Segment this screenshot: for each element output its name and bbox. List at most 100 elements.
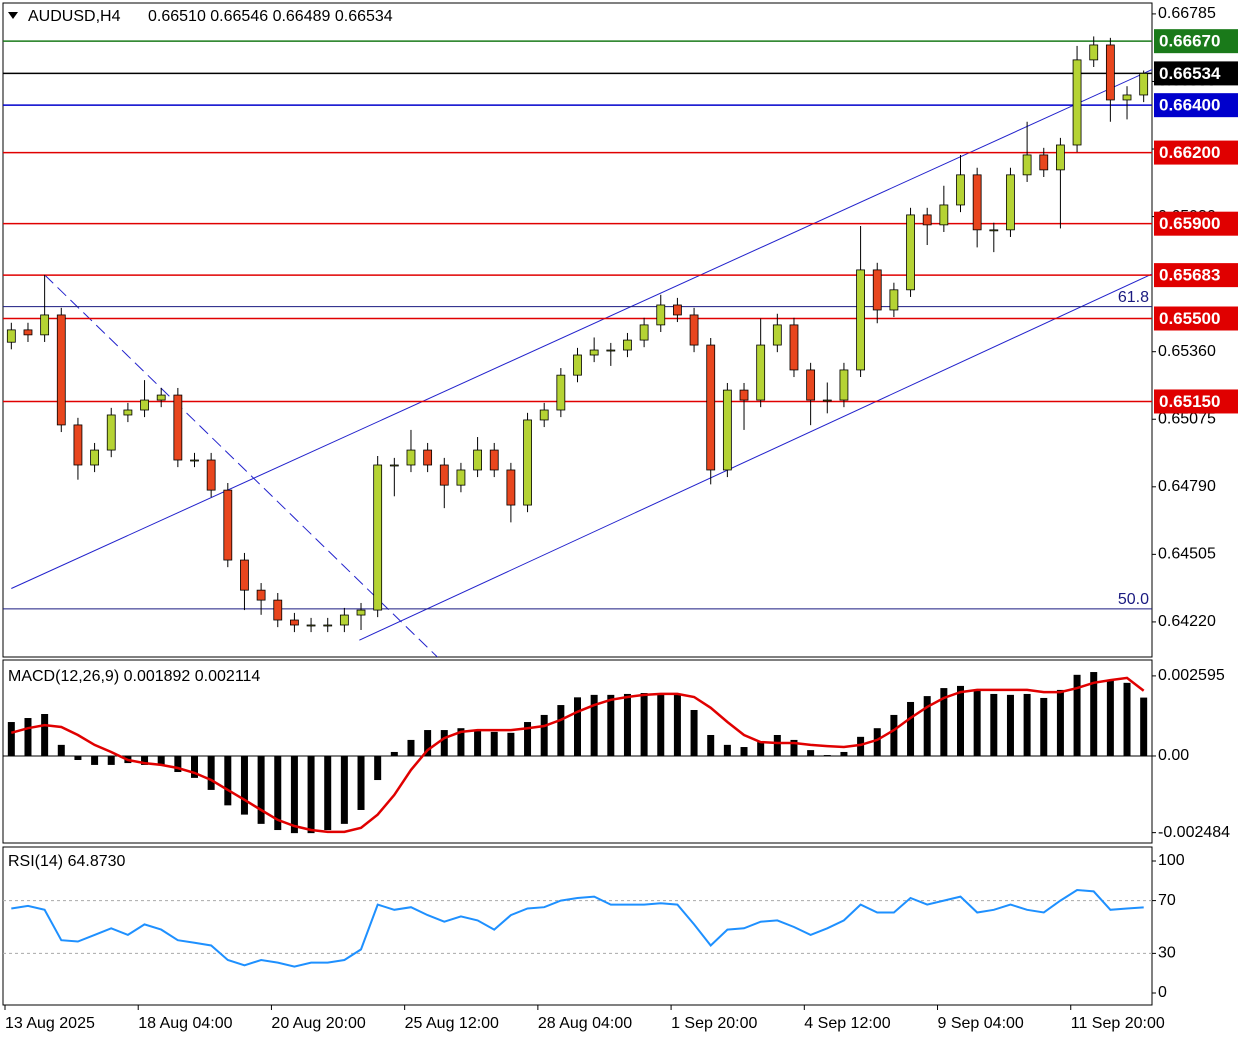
macd-bar (257, 755, 265, 824)
rsi-title: RSI(14) 64.8730 (8, 853, 126, 870)
macd-bar (773, 734, 781, 756)
candle-body (822, 399, 832, 402)
macd-bar (923, 696, 931, 756)
macd-bar (290, 755, 298, 834)
candle-body (939, 204, 949, 226)
level-label: 0.65150 (1159, 392, 1220, 411)
candle-body (173, 394, 183, 461)
price-panel (2, 2, 1153, 658)
candle-body (290, 619, 299, 626)
macd-bar (240, 755, 248, 815)
y-tick-label: 0 (1158, 984, 1167, 1001)
macd-bar (607, 694, 615, 756)
macd-bar (690, 709, 698, 756)
candle-body (839, 369, 849, 401)
candle-body (756, 344, 766, 401)
level-label: 0.66670 (1159, 32, 1220, 51)
x-tick-label: 13 Aug 2025 (5, 1015, 95, 1032)
macd-bar (940, 688, 948, 756)
macd-bar (524, 722, 532, 756)
level-label: 0.65900 (1159, 214, 1220, 233)
level-box (1154, 93, 1238, 118)
macd-bar (1073, 674, 1081, 756)
candle-body (639, 324, 649, 341)
macd-bar (723, 744, 731, 756)
y-tick-label: 0.00 (1158, 747, 1189, 764)
macd-bar (557, 705, 565, 756)
macd-bar (957, 685, 964, 756)
candle-body (140, 399, 149, 411)
candle-body (1039, 154, 1049, 171)
candle-body (556, 374, 566, 411)
candle-body (106, 414, 116, 451)
macd-bar (24, 718, 32, 756)
candle-body (956, 174, 965, 206)
x-tick-label: 18 Aug 04:00 (138, 1015, 232, 1032)
x-tick-label: 20 Aug 20:00 (271, 1015, 365, 1032)
macd-bar (790, 739, 798, 756)
candle-body (972, 174, 982, 231)
y-tick-label: 100 (1158, 852, 1185, 869)
macd-bar (640, 693, 648, 756)
rsi-line (11, 888, 1144, 968)
menu-arrow (8, 12, 18, 19)
candle-body (922, 214, 932, 226)
x-tick-label: 4 Sep 12:00 (804, 1015, 890, 1032)
macd-bar (307, 755, 315, 834)
candle-body (872, 269, 882, 311)
candle-body (789, 324, 799, 371)
macd-bar (1023, 693, 1031, 756)
candle-body (673, 304, 682, 316)
candle-body (306, 624, 316, 627)
level-label: 0.65683 (1159, 266, 1220, 285)
macd-bar (390, 751, 398, 756)
macd-bar (440, 730, 448, 756)
macd-bar (41, 714, 49, 756)
quote: 0.66510 0.66546 0.66489 0.66534 (148, 8, 393, 25)
candle-body (1072, 59, 1082, 146)
macd-bar (807, 750, 815, 756)
level-box (1154, 306, 1238, 331)
macd-bar (157, 755, 165, 765)
x-tick-label: 28 Aug 04:00 (538, 1015, 632, 1032)
macd-bar (357, 755, 365, 810)
macd-bar (474, 730, 482, 756)
macd-bar (857, 736, 865, 756)
candle-body (772, 324, 782, 346)
candle-body (156, 394, 166, 401)
macd-bar (274, 755, 282, 831)
candle-body (456, 469, 466, 486)
candle-body (989, 229, 999, 232)
candle-body (389, 464, 399, 467)
level-label: 0.66400 (1159, 96, 1220, 115)
x-tick-label: 9 Sep 04:00 (938, 1015, 1024, 1032)
macd-bar (574, 697, 581, 756)
macd-bar (174, 755, 182, 773)
level-box (1154, 61, 1238, 86)
x-tick-label: 25 Aug 12:00 (405, 1015, 499, 1032)
candle-body (240, 559, 249, 591)
rsi-panel (2, 846, 1153, 1006)
candle-body (623, 339, 632, 351)
level-box (1154, 263, 1238, 288)
macd-bar (74, 755, 82, 760)
macd-bar (623, 693, 631, 756)
candle-body (806, 369, 816, 401)
candle-body (40, 314, 50, 336)
macd-title: MACD(12,26,9) 0.001892 0.002114 (8, 668, 260, 685)
y-tick-label: 70 (1158, 892, 1176, 909)
candle-body (256, 589, 266, 601)
candle-body (356, 609, 366, 616)
candle-body (689, 314, 699, 346)
macd-bar (1006, 694, 1014, 756)
candle-body (656, 304, 666, 326)
candle-body (90, 449, 99, 466)
macd-bar (91, 755, 99, 765)
macd-bar (673, 693, 681, 756)
macd-bar (224, 755, 232, 806)
level-label: 0.66534 (1159, 64, 1221, 83)
candle-body (6, 329, 16, 343)
macd-bar (457, 728, 465, 756)
